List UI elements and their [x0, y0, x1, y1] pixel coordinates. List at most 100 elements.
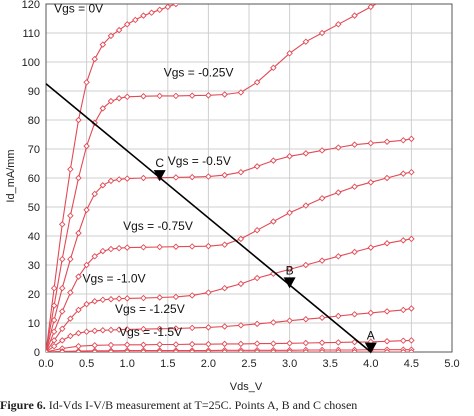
data-point [221, 91, 228, 98]
series-line [46, 171, 412, 352]
data-point [302, 202, 310, 209]
data-point [172, 348, 180, 352]
data-point [367, 139, 375, 147]
data-point [91, 190, 98, 198]
data-point [335, 253, 342, 260]
y-tick-label: 40 [28, 231, 40, 243]
data-point [335, 144, 342, 151]
y-tick-label: 70 [28, 144, 40, 156]
data-point [270, 340, 277, 347]
data-point [237, 280, 245, 288]
data-point [237, 89, 245, 96]
data-point [91, 253, 98, 260]
x-tick-label: 3.5 [323, 358, 338, 370]
data-point [351, 311, 358, 318]
data-point [107, 326, 115, 334]
operating-point-label: A [367, 329, 375, 343]
data-point [123, 244, 131, 251]
data-point [205, 289, 212, 296]
data-point [140, 174, 147, 182]
x-tick-label: 3.0 [282, 358, 297, 370]
data-point [91, 327, 98, 335]
data-point [123, 348, 131, 352]
data-point [351, 12, 358, 19]
y-tick-label: 30 [28, 260, 40, 272]
data-point [123, 175, 131, 182]
data-point [67, 332, 74, 340]
data-point [156, 6, 163, 14]
caption-figure-label: Figure 6. [0, 398, 46, 412]
curve-label: Vgs = -1.0V [83, 271, 146, 285]
y-tick-label: 90 [28, 86, 40, 98]
y-tick-label: 10 [28, 318, 40, 330]
data-point [367, 179, 375, 186]
data-point [384, 0, 389, 1]
data-point [367, 4, 375, 11]
data-point [99, 327, 107, 334]
data-point [172, 293, 180, 301]
data-point [400, 237, 407, 244]
data-point [270, 218, 277, 225]
data-point [286, 50, 293, 57]
data-point [188, 243, 196, 250]
data-point [140, 12, 147, 19]
data-point [83, 300, 90, 308]
data-point [83, 261, 90, 269]
data-point [400, 348, 407, 352]
data-point [253, 163, 261, 170]
x-tick-label: 1.0 [120, 358, 135, 370]
data-point [50, 302, 58, 309]
data-point [107, 341, 115, 349]
data-point [59, 325, 66, 333]
data-point [205, 348, 212, 352]
data-point [59, 221, 66, 228]
data-point [221, 171, 228, 179]
data-point [172, 325, 180, 332]
data-point [50, 316, 58, 324]
data-point [107, 245, 115, 253]
data-point [99, 105, 107, 112]
data-point [270, 319, 277, 326]
data-point [318, 314, 326, 322]
data-point [67, 315, 74, 322]
data-point [67, 289, 74, 296]
data-point [318, 339, 326, 346]
curve-label: Vgs = -0.5V [168, 154, 231, 168]
data-point [75, 174, 82, 182]
data-point [253, 320, 261, 328]
data-point [318, 257, 326, 264]
data-point [172, 243, 180, 250]
data-point [59, 255, 66, 263]
data-point [221, 323, 228, 330]
data-point [270, 348, 277, 352]
data-point [237, 168, 245, 176]
data-point [50, 284, 58, 292]
data-point [99, 41, 107, 48]
x-tick-label: 0.0 [38, 358, 53, 370]
data-point [270, 157, 277, 164]
data-point [140, 325, 147, 333]
data-point [99, 296, 107, 304]
data-point [351, 248, 358, 256]
operating-points: C B A [153, 156, 377, 354]
data-point [115, 326, 123, 333]
data-point [335, 339, 342, 346]
data-point [221, 348, 228, 352]
data-point [367, 309, 375, 317]
data-point [91, 298, 98, 305]
data-point [253, 340, 261, 347]
data-point [400, 137, 407, 144]
data-point [286, 266, 293, 273]
data-point [50, 328, 58, 335]
data-point [115, 26, 123, 34]
data-point [140, 92, 147, 100]
data-point [253, 274, 261, 282]
load-line [45, 83, 372, 353]
data-point [367, 244, 375, 251]
data-point [221, 284, 228, 292]
data-point [408, 135, 415, 143]
data-point [237, 235, 245, 243]
data-point [59, 308, 66, 315]
data-point [156, 341, 163, 348]
